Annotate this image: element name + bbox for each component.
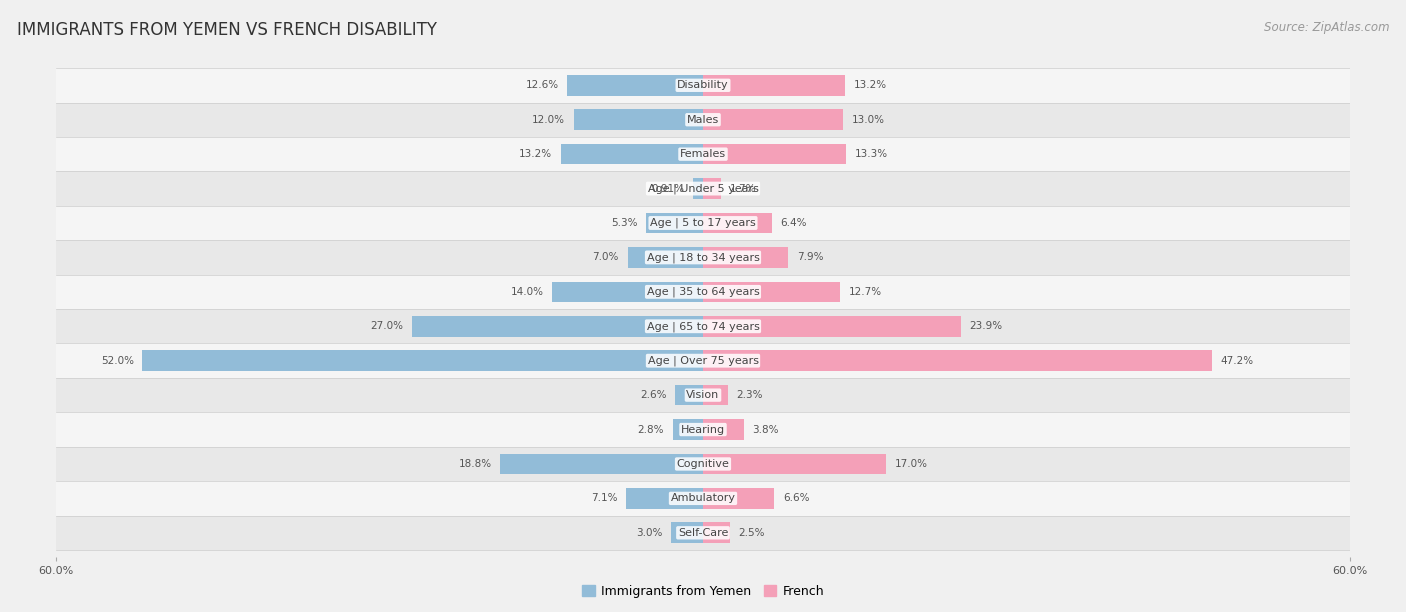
Text: Males: Males bbox=[688, 114, 718, 125]
Text: 13.2%: 13.2% bbox=[519, 149, 553, 159]
Text: Age | 65 to 74 years: Age | 65 to 74 years bbox=[647, 321, 759, 332]
Bar bbox=[693, 178, 703, 199]
Bar bbox=[56, 515, 1350, 550]
Text: Source: ZipAtlas.com: Source: ZipAtlas.com bbox=[1264, 21, 1389, 34]
Text: 27.0%: 27.0% bbox=[370, 321, 404, 331]
Text: 13.2%: 13.2% bbox=[853, 80, 887, 91]
Bar bbox=[671, 523, 703, 543]
Text: 2.5%: 2.5% bbox=[738, 528, 765, 538]
Text: 17.0%: 17.0% bbox=[894, 459, 928, 469]
Text: 14.0%: 14.0% bbox=[510, 287, 544, 297]
Text: Age | 35 to 64 years: Age | 35 to 64 years bbox=[647, 286, 759, 297]
Text: Age | 18 to 34 years: Age | 18 to 34 years bbox=[647, 252, 759, 263]
Text: 1.7%: 1.7% bbox=[730, 184, 756, 193]
Bar bbox=[56, 412, 1350, 447]
Text: Self-Care: Self-Care bbox=[678, 528, 728, 538]
Text: Hearing: Hearing bbox=[681, 425, 725, 435]
Bar bbox=[56, 137, 1350, 171]
Bar bbox=[56, 343, 1350, 378]
Bar bbox=[627, 247, 703, 268]
Bar bbox=[56, 206, 1350, 241]
Bar bbox=[673, 419, 703, 440]
Bar bbox=[703, 144, 846, 165]
Bar bbox=[703, 247, 789, 268]
Text: 47.2%: 47.2% bbox=[1220, 356, 1254, 366]
Text: Age | 5 to 17 years: Age | 5 to 17 years bbox=[650, 218, 756, 228]
Bar bbox=[567, 75, 703, 95]
Text: 13.3%: 13.3% bbox=[855, 149, 889, 159]
Bar bbox=[703, 523, 730, 543]
Text: 23.9%: 23.9% bbox=[969, 321, 1002, 331]
Text: Age | Over 75 years: Age | Over 75 years bbox=[648, 356, 758, 366]
Legend: Immigrants from Yemen, French: Immigrants from Yemen, French bbox=[582, 584, 824, 598]
Text: 18.8%: 18.8% bbox=[458, 459, 492, 469]
Bar bbox=[703, 110, 844, 130]
Bar bbox=[703, 453, 886, 474]
Text: 52.0%: 52.0% bbox=[101, 356, 134, 366]
Bar bbox=[703, 385, 728, 405]
Bar bbox=[56, 275, 1350, 309]
Text: 12.7%: 12.7% bbox=[849, 287, 882, 297]
Text: Ambulatory: Ambulatory bbox=[671, 493, 735, 504]
Text: 7.1%: 7.1% bbox=[592, 493, 617, 504]
Bar bbox=[703, 75, 845, 95]
Text: 12.6%: 12.6% bbox=[526, 80, 558, 91]
Bar bbox=[142, 350, 703, 371]
Bar bbox=[645, 213, 703, 233]
Text: Females: Females bbox=[681, 149, 725, 159]
Text: IMMIGRANTS FROM YEMEN VS FRENCH DISABILITY: IMMIGRANTS FROM YEMEN VS FRENCH DISABILI… bbox=[17, 21, 437, 39]
Bar bbox=[553, 282, 703, 302]
Bar bbox=[703, 178, 721, 199]
Text: Age | Under 5 years: Age | Under 5 years bbox=[648, 184, 758, 194]
Bar bbox=[703, 316, 960, 337]
Bar bbox=[412, 316, 703, 337]
Bar bbox=[56, 240, 1350, 275]
Text: Vision: Vision bbox=[686, 390, 720, 400]
Bar bbox=[56, 102, 1350, 137]
Bar bbox=[56, 481, 1350, 515]
Text: 2.3%: 2.3% bbox=[737, 390, 763, 400]
Bar bbox=[56, 171, 1350, 206]
Bar bbox=[703, 488, 775, 509]
Text: 13.0%: 13.0% bbox=[852, 114, 884, 125]
Bar bbox=[675, 385, 703, 405]
Bar bbox=[56, 378, 1350, 412]
Bar bbox=[56, 68, 1350, 102]
Bar bbox=[703, 213, 772, 233]
Bar bbox=[501, 453, 703, 474]
Text: 2.8%: 2.8% bbox=[638, 425, 664, 435]
Text: Disability: Disability bbox=[678, 80, 728, 91]
Bar bbox=[627, 488, 703, 509]
Bar bbox=[703, 419, 744, 440]
Text: 6.6%: 6.6% bbox=[783, 493, 810, 504]
Text: 5.3%: 5.3% bbox=[610, 218, 637, 228]
Bar bbox=[56, 447, 1350, 481]
Text: 3.8%: 3.8% bbox=[752, 425, 779, 435]
Bar bbox=[574, 110, 703, 130]
Bar bbox=[703, 282, 839, 302]
Text: 7.0%: 7.0% bbox=[592, 252, 619, 263]
Text: 3.0%: 3.0% bbox=[636, 528, 662, 538]
Text: 2.6%: 2.6% bbox=[640, 390, 666, 400]
Text: 7.9%: 7.9% bbox=[797, 252, 824, 263]
Text: 6.4%: 6.4% bbox=[780, 218, 807, 228]
Text: 0.91%: 0.91% bbox=[651, 184, 685, 193]
Bar bbox=[561, 144, 703, 165]
Bar bbox=[703, 350, 1212, 371]
Text: Cognitive: Cognitive bbox=[676, 459, 730, 469]
Bar bbox=[56, 309, 1350, 343]
Text: 12.0%: 12.0% bbox=[531, 114, 565, 125]
